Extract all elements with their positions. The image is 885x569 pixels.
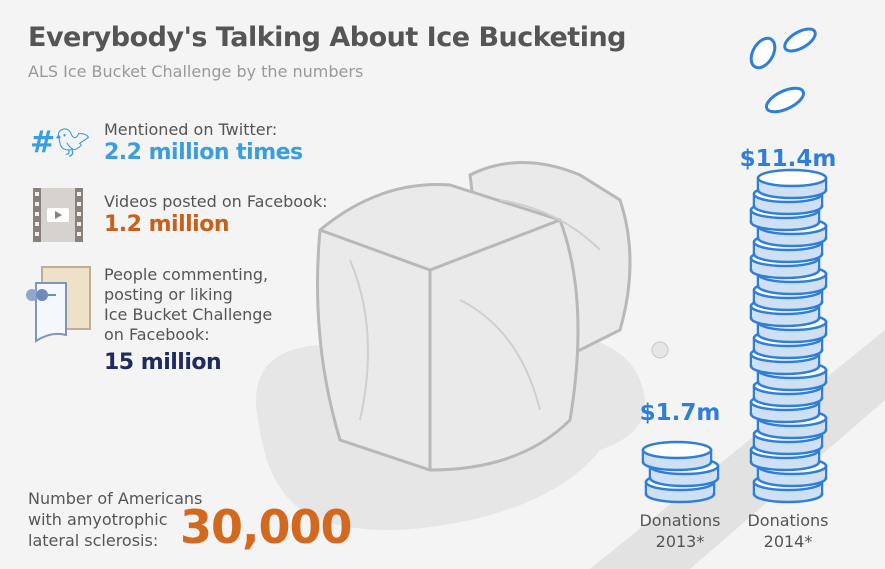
- facebook-videos-label: Videos posted on Facebook:: [104, 192, 328, 211]
- film-strip-icon: [33, 188, 83, 242]
- twitter-value: 2.2 million times: [104, 140, 303, 165]
- category-label: Donations: [639, 511, 721, 530]
- coin-stack-donations-2014-: [749, 168, 828, 504]
- facebook-engagement-label-line: on Facebook:: [104, 325, 210, 344]
- category-label: 2013*: [655, 532, 705, 551]
- als-label-line: Number of Americans: [28, 489, 203, 508]
- facebook-videos-value: 1.2 million: [104, 212, 230, 237]
- page-title: Everybody's Talking About Ice Bucketing: [28, 22, 627, 53]
- facebook-engagement-label-line: Ice Bucket Challenge: [104, 305, 273, 324]
- donations-coin-chart: [641, 168, 828, 504]
- twitter-hashtag-icon: #🐦︎: [30, 125, 91, 160]
- twitter-label: Mentioned on Twitter:: [104, 120, 278, 139]
- als-value: 30,000: [180, 500, 353, 554]
- coin-stack-donations-2013-: [641, 440, 720, 504]
- als-label-line: lateral sclerosis:: [28, 531, 159, 550]
- facebook-engagement-label-line: People commenting,: [104, 265, 269, 284]
- data-label-2013: $1.7m: [639, 400, 721, 426]
- category-label: Donations: [747, 511, 829, 530]
- als-label-line: with amyotrophic: [28, 510, 168, 529]
- coin: [641, 440, 713, 472]
- category-label: 2014*: [763, 532, 813, 551]
- falling-coins-icon: [749, 27, 817, 114]
- facebook-engagement-label-line: posting or liking: [104, 285, 233, 304]
- pinned-note-icon: [26, 266, 91, 343]
- page-subtitle: ALS Ice Bucket Challenge by the numbers: [28, 62, 364, 81]
- facebook-engagement-value: 15 million: [104, 350, 222, 375]
- data-label-2014: $11.4m: [739, 146, 837, 172]
- coin: [756, 168, 828, 200]
